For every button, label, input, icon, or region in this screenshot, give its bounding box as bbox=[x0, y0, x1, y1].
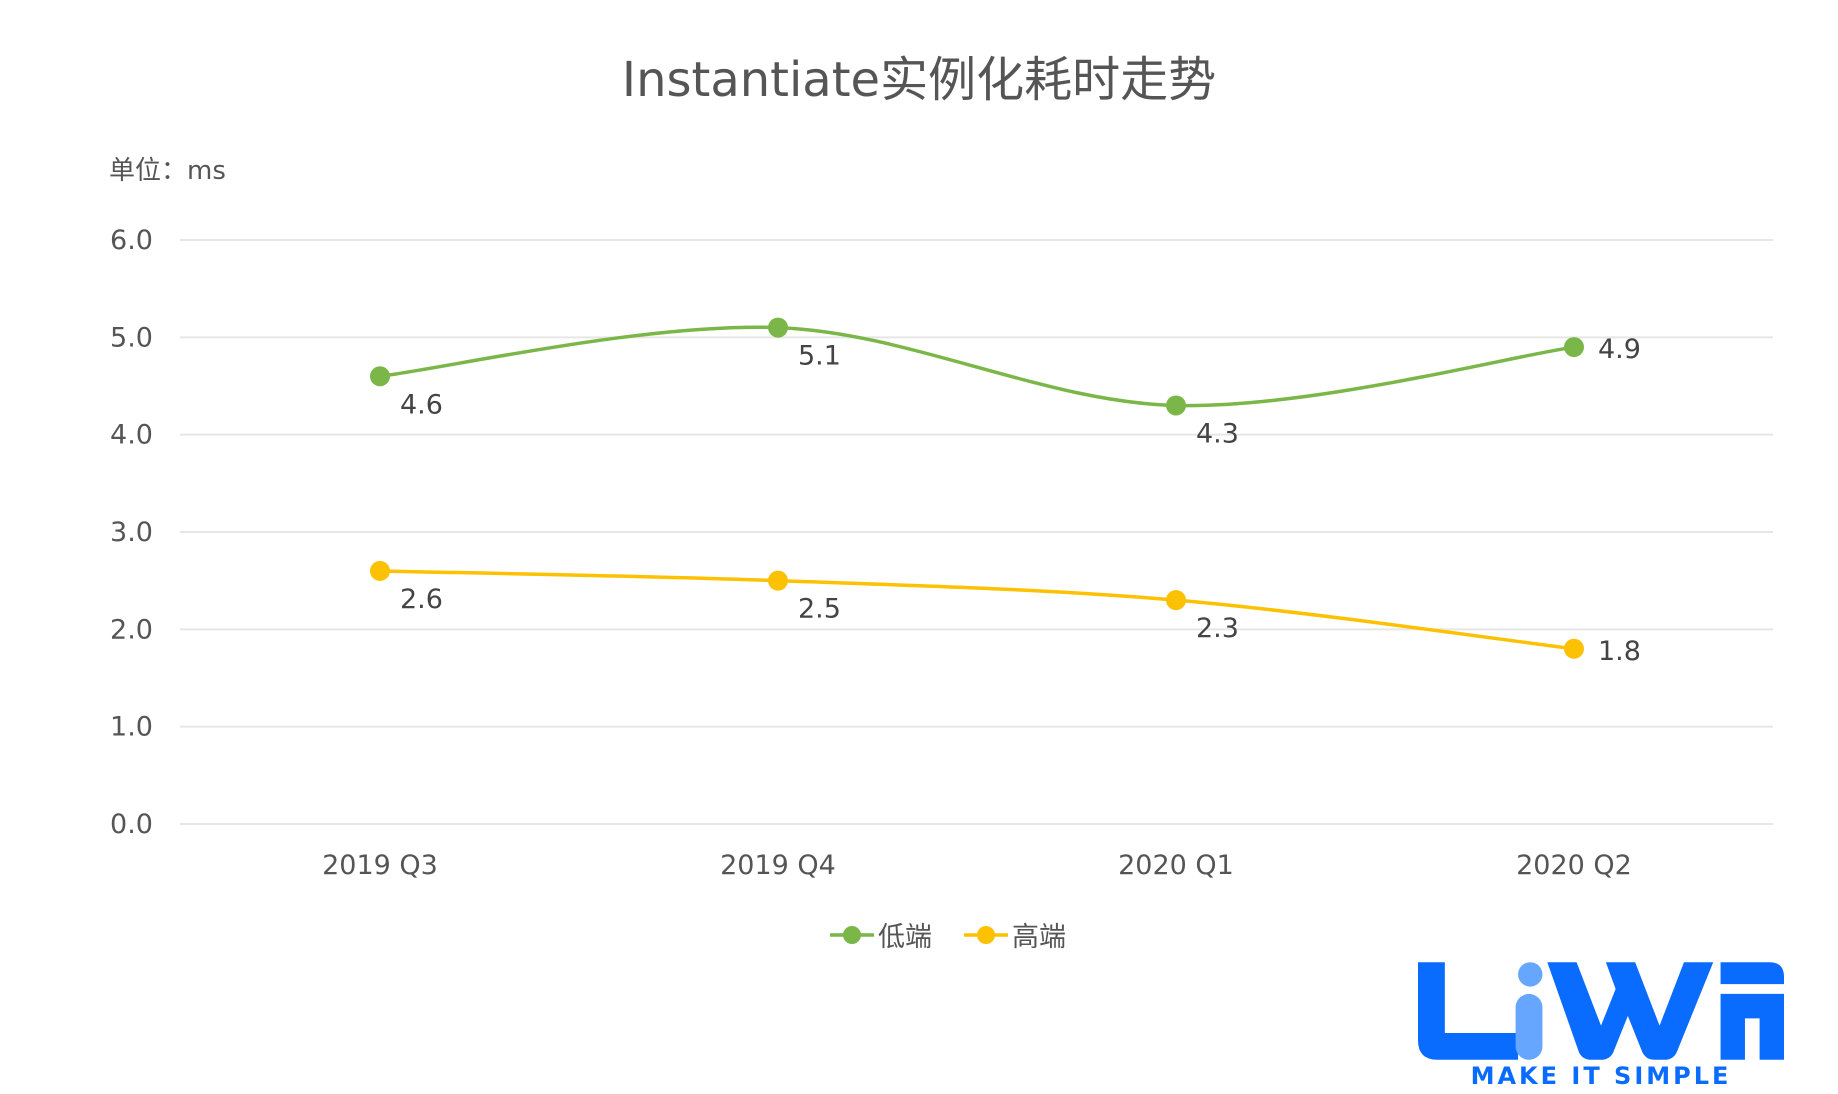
data-label: 4.9 bbox=[1598, 334, 1641, 365]
legend-label: 低端 bbox=[878, 922, 932, 953]
data-point bbox=[768, 317, 788, 338]
data-point bbox=[768, 570, 788, 591]
logo-tagline: MAKE IT SIMPLE bbox=[1470, 1062, 1732, 1090]
data-point bbox=[370, 560, 390, 581]
y-tick-label: 1.0 bbox=[110, 712, 153, 743]
data-point bbox=[1166, 395, 1186, 416]
x-tick-label: 2019 Q4 bbox=[720, 850, 836, 881]
data-point bbox=[1564, 337, 1584, 358]
y-tick-label: 3.0 bbox=[110, 517, 153, 548]
y-tick-label: 6.0 bbox=[110, 225, 153, 256]
y-tick-label: 0.0 bbox=[110, 809, 153, 840]
legend-marker bbox=[843, 926, 861, 944]
data-label: 2.3 bbox=[1196, 613, 1239, 644]
series-line bbox=[379, 569, 1575, 651]
x-tick-label: 2019 Q3 bbox=[322, 850, 438, 881]
x-tick-label: 2020 Q1 bbox=[1118, 850, 1234, 881]
data-label: 2.5 bbox=[798, 594, 841, 625]
data-label: 5.1 bbox=[798, 341, 841, 372]
legend-marker bbox=[977, 926, 995, 944]
liwa-logo bbox=[1418, 962, 1784, 1060]
data-point bbox=[1166, 590, 1186, 611]
y-tick-label: 5.0 bbox=[110, 322, 153, 353]
data-label: 4.3 bbox=[1196, 418, 1239, 449]
data-point bbox=[1564, 638, 1584, 659]
chart-title: Instantiate实例化耗时走势 bbox=[621, 52, 1217, 108]
data-label: 2.6 bbox=[400, 584, 443, 615]
data-label: 1.8 bbox=[1598, 636, 1641, 667]
y-tick-label: 2.0 bbox=[110, 614, 153, 645]
data-label: 4.6 bbox=[400, 389, 443, 420]
legend-label: 高端 bbox=[1012, 922, 1066, 953]
data-point bbox=[370, 366, 390, 387]
y-tick-label: 4.0 bbox=[110, 420, 153, 451]
unit-label: 单位：ms bbox=[109, 156, 226, 186]
series-line bbox=[379, 325, 1575, 408]
x-tick-label: 2020 Q2 bbox=[1516, 850, 1632, 881]
